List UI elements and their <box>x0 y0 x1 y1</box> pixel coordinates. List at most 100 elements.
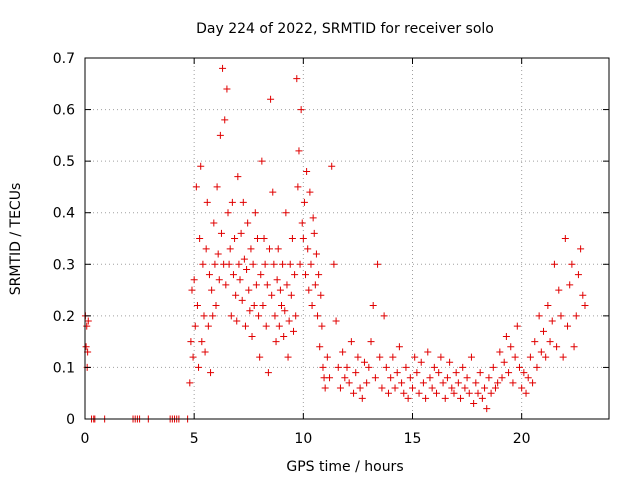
data-point <box>244 219 252 227</box>
data-point <box>409 384 416 392</box>
data-point <box>317 291 325 299</box>
data-point <box>465 389 473 397</box>
data-point <box>236 276 244 284</box>
data-point <box>548 317 556 325</box>
data-point <box>520 369 528 377</box>
data-point <box>524 374 532 382</box>
data-point <box>207 369 215 377</box>
data-point <box>461 384 469 392</box>
y-tick-label: 0.6 <box>53 103 75 119</box>
data-point <box>498 374 506 382</box>
data-point <box>201 348 209 356</box>
data-point <box>216 131 224 139</box>
data-point <box>303 167 311 175</box>
data-point <box>237 229 245 237</box>
x-tick-label: 15 <box>404 431 422 447</box>
data-point <box>259 302 267 310</box>
data-point <box>198 338 206 346</box>
data-point <box>402 363 410 371</box>
data-point <box>419 379 427 387</box>
data-point <box>273 276 281 284</box>
data-point <box>439 379 447 387</box>
x-tick-label: 0 <box>81 431 90 447</box>
data-point <box>209 312 217 320</box>
data-point <box>232 291 240 299</box>
data-point <box>522 389 530 397</box>
data-point <box>311 281 319 289</box>
data-point <box>270 260 278 268</box>
data-point <box>485 374 493 382</box>
data-point <box>424 348 432 356</box>
data-point <box>489 363 497 371</box>
data-point <box>535 312 543 320</box>
data-point <box>384 389 392 397</box>
data-point <box>345 379 353 387</box>
data-point <box>323 353 331 361</box>
data-point <box>310 229 318 237</box>
data-point <box>511 353 519 361</box>
y-tick-label: 0.4 <box>53 206 75 222</box>
data-point <box>411 353 419 361</box>
data-point <box>261 260 269 268</box>
data-point <box>507 343 515 351</box>
data-point <box>374 260 382 268</box>
data-point <box>238 296 246 304</box>
data-point <box>283 281 291 289</box>
data-point <box>203 198 211 206</box>
data-point <box>437 353 445 361</box>
data-point <box>568 260 576 268</box>
data-point <box>192 183 200 191</box>
data-point <box>491 384 499 392</box>
data-point <box>415 389 423 397</box>
data-point <box>574 271 582 279</box>
data-point <box>294 183 302 191</box>
data-point <box>513 322 521 330</box>
data-point <box>365 363 373 371</box>
data-point <box>380 312 388 320</box>
data-point <box>307 260 315 268</box>
data-point <box>363 379 371 387</box>
data-point <box>302 271 310 279</box>
data-point <box>553 343 561 351</box>
data-point <box>258 157 266 165</box>
data-point <box>281 307 289 315</box>
data-point <box>187 338 195 346</box>
data-point <box>564 322 572 330</box>
data-point <box>84 317 92 325</box>
data-point <box>376 353 384 361</box>
data-point <box>441 394 449 402</box>
data-point <box>316 343 324 351</box>
data-point <box>572 312 580 320</box>
data-point <box>253 235 261 242</box>
data-point <box>529 379 537 387</box>
data-point <box>265 245 273 253</box>
data-point <box>208 286 216 294</box>
data-point <box>422 394 430 402</box>
data-point <box>515 363 523 371</box>
data-point <box>459 363 467 371</box>
data-point <box>533 363 541 371</box>
data-point <box>249 260 257 268</box>
data-point <box>378 384 386 392</box>
data-point <box>228 198 236 206</box>
data-point <box>350 389 358 397</box>
data-point <box>326 374 334 382</box>
data-point <box>269 188 277 196</box>
data-point <box>191 322 199 330</box>
data-point <box>404 394 412 402</box>
data-point <box>282 209 290 217</box>
data-point <box>428 384 436 392</box>
data-point <box>263 281 271 289</box>
data-point <box>251 209 259 217</box>
data-point <box>343 363 351 371</box>
data-point <box>398 379 406 387</box>
data-point <box>83 322 91 330</box>
data-point <box>315 271 323 279</box>
data-point <box>457 394 465 402</box>
data-point <box>240 255 248 263</box>
data-point <box>256 353 264 361</box>
data-point <box>190 276 198 284</box>
data-point <box>291 271 299 279</box>
data-point <box>257 271 265 279</box>
data-point <box>426 374 434 382</box>
